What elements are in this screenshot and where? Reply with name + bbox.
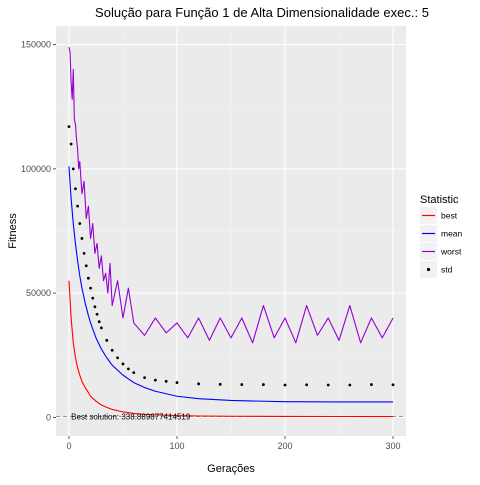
legend-mean-label: mean <box>441 229 463 239</box>
series-std-point <box>262 383 265 386</box>
series-std-point <box>89 286 92 290</box>
legend-title: Statistic <box>420 194 459 206</box>
series-std-point <box>76 204 80 208</box>
series-std-point <box>82 251 86 255</box>
series-std-point <box>110 348 114 352</box>
series-std-point <box>326 383 330 387</box>
series-std-point <box>116 356 119 360</box>
series-std-point <box>391 383 395 387</box>
series-std-point <box>143 376 146 380</box>
y-axis-ticks: 0 50000 100000 150000 <box>21 40 56 422</box>
y-tick-label: 100000 <box>21 164 51 174</box>
legend-items: best mean worst std <box>420 207 463 278</box>
series-std-point <box>99 326 103 330</box>
grid-layer <box>56 26 406 436</box>
best-solution-annotation: Best solution: 338.889877414519 <box>71 413 191 422</box>
x-axis-label: Gerações <box>207 463 255 475</box>
series-std-point <box>164 379 168 383</box>
series-std-point <box>67 125 71 129</box>
series-std-point <box>95 312 99 316</box>
series-std-point <box>69 142 73 146</box>
legend-best-label: best <box>441 211 458 221</box>
y-tick-label: 150000 <box>21 40 51 50</box>
x-tick-label: 200 <box>277 441 292 451</box>
series-layer <box>67 47 395 418</box>
chart-title: Solução para Função 1 de Alta Dimensiona… <box>95 5 429 20</box>
series-std-point <box>126 367 130 371</box>
series-std-point <box>121 362 125 366</box>
series-std-point <box>84 264 88 268</box>
series-std-point <box>71 167 75 171</box>
x-tick-label: 100 <box>169 441 184 451</box>
series-std-point <box>91 296 95 300</box>
series-std-point <box>97 320 101 324</box>
series-std-point <box>305 383 309 387</box>
series-std-point <box>78 222 82 225</box>
series-std-point <box>218 382 222 386</box>
series-std-point <box>240 383 244 386</box>
series-std-point <box>348 383 352 387</box>
series-std-point <box>74 187 77 191</box>
series-std-point <box>105 338 109 342</box>
series-std-point <box>93 305 97 309</box>
series-worst-line <box>68 47 394 344</box>
series-std-point <box>370 383 373 386</box>
y-tick-label: 50000 <box>26 288 51 298</box>
legend-worst-label: worst <box>440 247 462 257</box>
y-tick-label: 0 <box>46 412 51 422</box>
series-std-point <box>197 382 200 386</box>
series-std-point <box>153 378 157 382</box>
series-std-point <box>87 276 90 280</box>
legend-std-label: std <box>441 265 453 275</box>
x-tick-label: 300 <box>386 441 401 451</box>
series-mean-line <box>68 166 394 403</box>
x-tick-label: 0 <box>66 441 71 451</box>
legend: Statistic best mean worst std <box>420 194 463 278</box>
series-std-point <box>283 383 287 387</box>
x-axis-ticks: 0 100 200 300 <box>66 436 401 451</box>
legend-std-swatch <box>426 267 431 272</box>
series-best-line <box>68 280 394 418</box>
series-std-point <box>175 381 179 384</box>
y-axis-label: Fitness <box>7 213 19 249</box>
series-std-point <box>132 371 136 375</box>
series-std-point <box>80 237 84 240</box>
